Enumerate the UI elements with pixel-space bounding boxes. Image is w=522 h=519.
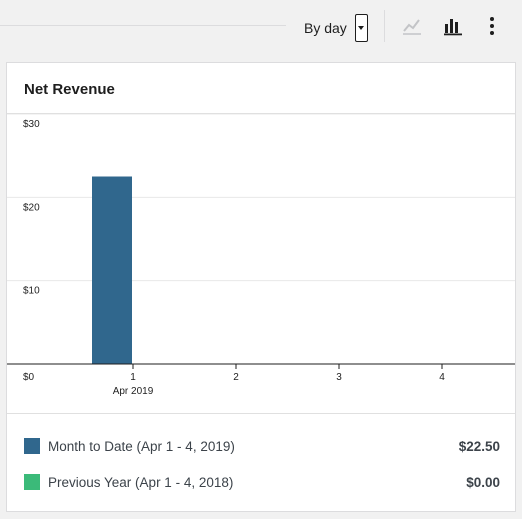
section-divider (0, 25, 286, 26)
x-tick-label: 2 (233, 372, 239, 383)
x-tick-label: 4 (439, 372, 445, 383)
chart-legend: Month to Date (Apr 1 - 4, 2019) $22.50 P… (7, 414, 515, 511)
legend-item-current[interactable]: Month to Date (Apr 1 - 4, 2019) $22.50 (24, 436, 500, 456)
line-chart-icon (403, 19, 421, 35)
line-chart-button[interactable] (400, 13, 424, 39)
more-options-button[interactable] (480, 13, 504, 39)
toolbar-separator (384, 10, 385, 42)
y-tick-label: $30 (23, 119, 40, 130)
bar-chart-icon (444, 19, 462, 36)
chart-toolbar: By day (0, 0, 522, 55)
legend-label-previous: Previous Year (Apr 1 - 4, 2018) (48, 474, 234, 490)
y-tick-label: $20 (23, 202, 40, 213)
legend-item-previous[interactable]: Previous Year (Apr 1 - 4, 2018) $0.00 (24, 472, 500, 492)
card-header: Net Revenue (7, 63, 515, 114)
legend-swatch-current (24, 438, 40, 454)
bar-current (92, 176, 132, 364)
x-tick-label: 3 (336, 372, 342, 383)
interval-select[interactable]: By day (304, 14, 368, 42)
legend-swatch-previous (24, 474, 40, 490)
x-tick-sublabel: Apr 2019 (113, 386, 154, 397)
net-revenue-card: Net Revenue $30 $20 $10 $0 1 2 3 4 Apr 2019 Mont… (6, 62, 516, 512)
y-tick-label: $0 (23, 372, 35, 383)
legend-label-current: Month to Date (Apr 1 - 4, 2019) (48, 438, 235, 454)
chevron-down-icon[interactable] (354, 14, 368, 42)
y-tick-label: $10 (23, 286, 40, 297)
legend-value-previous: $0.00 (466, 474, 500, 490)
legend-value-current: $22.50 (458, 438, 500, 454)
card-title: Net Revenue (24, 80, 115, 98)
revenue-chart: $30 $20 $10 $0 1 2 3 4 Apr 2019 (7, 114, 515, 414)
more-vertical-icon (490, 17, 494, 35)
interval-select-label: By day (304, 20, 347, 36)
x-tick-label: 1 (130, 372, 136, 383)
chart-canvas: $30 $20 $10 $0 1 2 3 4 Apr 2019 (7, 114, 515, 397)
bar-chart-button[interactable] (441, 13, 465, 39)
